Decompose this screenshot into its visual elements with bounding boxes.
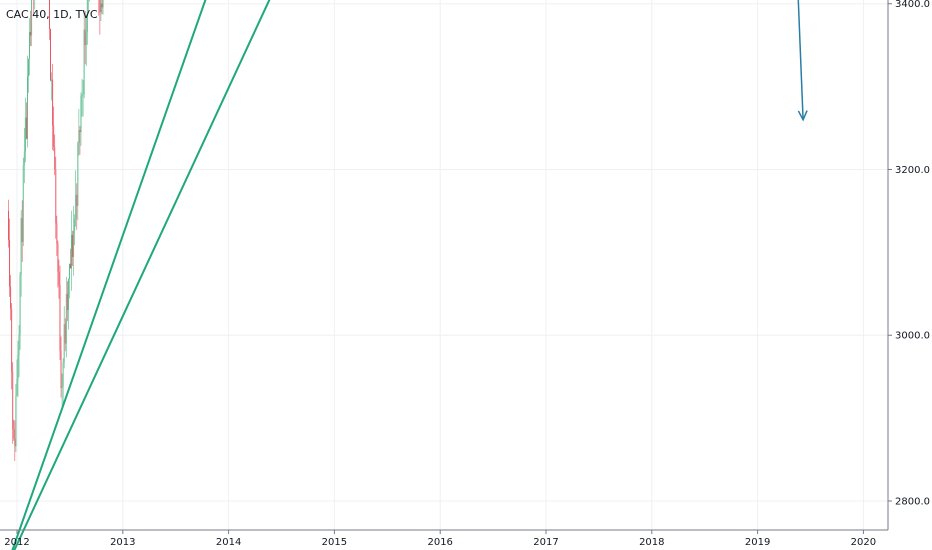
- projection-arrow-head: [797, 110, 808, 122]
- x-tick-label: 2018: [639, 537, 664, 548]
- candle-body[interactable]: [50, 29, 51, 81]
- candle-body[interactable]: [54, 146, 56, 170]
- candle-body[interactable]: [86, 0, 88, 33]
- candle-body[interactable]: [53, 125, 55, 147]
- grid: [0, 0, 888, 530]
- candle-body[interactable]: [76, 194, 78, 206]
- candle-body[interactable]: [57, 243, 59, 272]
- candle-body[interactable]: [74, 218, 76, 232]
- candle-body[interactable]: [83, 29, 85, 95]
- candle-body[interactable]: [59, 284, 61, 351]
- candle-body[interactable]: [68, 263, 70, 279]
- y-tick-label: 3200.0: [895, 165, 930, 176]
- candle-body[interactable]: [26, 76, 28, 139]
- candle-body[interactable]: [79, 130, 81, 133]
- candle-body[interactable]: [73, 231, 75, 257]
- candle-body[interactable]: [20, 218, 22, 275]
- candle-body[interactable]: [10, 286, 12, 309]
- candle-body[interactable]: [19, 274, 21, 335]
- candle-body[interactable]: [13, 429, 15, 439]
- candle-body[interactable]: [82, 94, 84, 95]
- candle-body[interactable]: [25, 117, 27, 139]
- candle-body[interactable]: [14, 438, 16, 447]
- x-tick-label: 2017: [533, 537, 558, 548]
- candle-body[interactable]: [61, 386, 63, 388]
- candle-body[interactable]: [72, 234, 74, 257]
- candle-body[interactable]: [9, 239, 11, 287]
- candle-body[interactable]: [70, 263, 71, 269]
- x-tick-label: 2015: [322, 537, 347, 548]
- candle-body[interactable]: [24, 117, 26, 152]
- candle-body[interactable]: [81, 94, 83, 96]
- candle-body[interactable]: [99, 0, 101, 13]
- candle-body[interactable]: [29, 31, 30, 59]
- candle-body[interactable]: [66, 293, 68, 311]
- rising-trendline-b[interactable]: [6, 0, 847, 550]
- candle-body[interactable]: [15, 395, 17, 447]
- candle-body[interactable]: [18, 334, 20, 356]
- candle-body[interactable]: [78, 130, 80, 144]
- candle-body[interactable]: [11, 308, 13, 372]
- y-tick-label: 2800.0: [895, 497, 930, 508]
- candle-body[interactable]: [80, 95, 82, 133]
- candle-body[interactable]: [28, 58, 29, 77]
- chart-title: CAC 40, 1D, TVC: [6, 8, 98, 21]
- candle-body[interactable]: [102, 0, 104, 8]
- candle-body[interactable]: [63, 324, 65, 363]
- candle-body[interactable]: [85, 32, 87, 46]
- candle-body[interactable]: [100, 3, 102, 13]
- candle-body[interactable]: [12, 371, 14, 430]
- candle-body[interactable]: [8, 210, 9, 240]
- candle-body[interactable]: [64, 324, 66, 344]
- candle-body[interactable]: [49, 0, 50, 30]
- x-tick-label: 2013: [110, 537, 135, 548]
- projection-arrow[interactable]: [750, 0, 804, 120]
- candle-body[interactable]: [23, 151, 25, 165]
- candles[interactable]: [8, 0, 743, 462]
- candle-body[interactable]: [67, 278, 69, 311]
- candle-body[interactable]: [56, 223, 58, 244]
- drawings[interactable]: [0, 0, 888, 550]
- x-tick-label: 2014: [216, 537, 241, 548]
- candle-body[interactable]: [62, 362, 64, 387]
- candle-body[interactable]: [60, 350, 62, 388]
- x-tick-label: 2012: [4, 537, 29, 548]
- candle-body[interactable]: [71, 234, 72, 269]
- y-tick-label: 3000.0: [895, 331, 930, 342]
- candle-body[interactable]: [75, 194, 77, 219]
- candle-body[interactable]: [84, 29, 86, 46]
- candle-body[interactable]: [16, 379, 18, 396]
- candle-body[interactable]: [31, 0, 33, 36]
- rising-trendline-a[interactable]: [6, 0, 800, 550]
- candle-body[interactable]: [22, 164, 24, 242]
- x-tick-label: 2019: [745, 537, 770, 548]
- candle-body[interactable]: [55, 169, 57, 224]
- candle-body[interactable]: [52, 79, 54, 126]
- candle-body[interactable]: [21, 218, 23, 242]
- y-tick-label: 3400.0: [895, 0, 930, 10]
- candle-body[interactable]: [30, 31, 32, 36]
- candle-body[interactable]: [101, 3, 103, 8]
- candle-body[interactable]: [77, 143, 79, 206]
- x-tick-label: 2020: [851, 537, 876, 548]
- candle-body[interactable]: [17, 355, 19, 380]
- candle-body[interactable]: [65, 293, 67, 344]
- candle-body[interactable]: [51, 79, 53, 81]
- candle-body[interactable]: [58, 271, 60, 285]
- x-tick-label: 2016: [427, 537, 452, 548]
